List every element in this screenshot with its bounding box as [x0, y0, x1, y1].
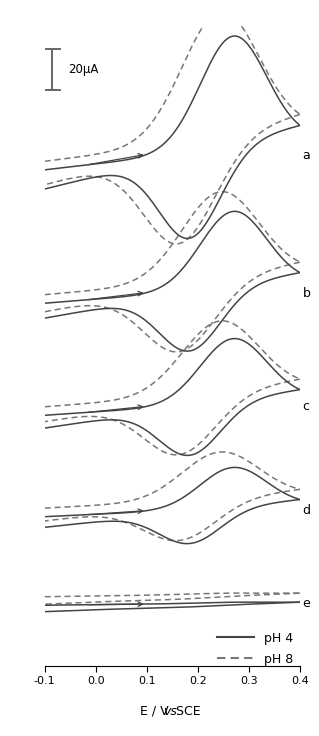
- Text: e: e: [302, 598, 310, 610]
- Legend: pH 4, pH 8: pH 4, pH 8: [217, 631, 293, 666]
- Text: SCE: SCE: [172, 704, 201, 718]
- Text: vs.: vs.: [163, 704, 181, 718]
- Text: d: d: [302, 504, 310, 517]
- Text: a: a: [302, 149, 310, 162]
- Text: c: c: [302, 400, 309, 413]
- Text: 20μA: 20μA: [68, 63, 98, 76]
- Text: b: b: [302, 286, 310, 300]
- Text: E / V: E / V: [140, 704, 172, 718]
